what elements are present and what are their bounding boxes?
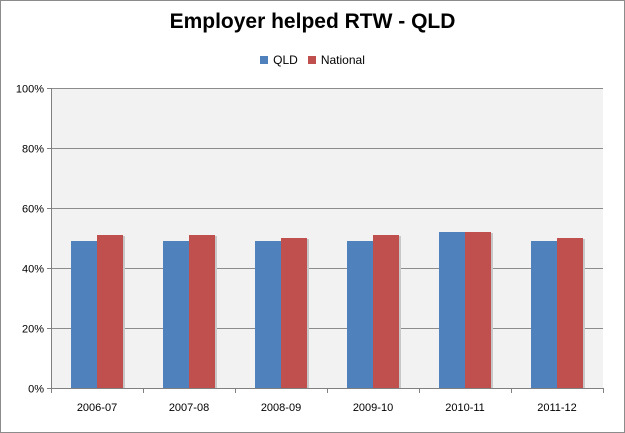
legend: QLD National [0,53,625,67]
legend-label-national: National [320,53,365,67]
plot-area [51,88,603,388]
x-tick-label: 2008-09 [261,402,301,414]
y-tick-label: 100% [16,84,44,96]
bar-national-2009-10 [373,235,399,388]
legend-swatch-national [307,56,316,64]
bar-national-2006-07 [97,235,123,388]
x-tick-label: 2010-11 [445,402,485,414]
bar-national-2010-11 [465,232,491,388]
x-tick-label: 2009-10 [353,402,393,414]
legend-item-national: National [307,53,365,67]
legend-item-qld: QLD [260,53,298,67]
x-tick-label: 2007-08 [169,402,209,414]
bar-qld-2010-11 [439,232,465,388]
y-tick-label: 60% [22,204,44,216]
y-tick-label: 40% [22,264,44,276]
y-tick-label: 80% [22,144,44,156]
bar-national-2008-09 [281,238,307,388]
chart-title: Employer helped RTW - QLD [169,10,456,33]
bar-qld-2006-07 [71,241,97,388]
bar-qld-2011-12 [531,241,557,388]
bar-qld-2007-08 [163,241,189,388]
bar-national-2007-08 [189,235,215,388]
legend-swatch-qld [260,56,269,64]
y-tick-label: 0% [28,384,44,396]
x-tick-label: 2011-12 [537,402,577,414]
bar-qld-2008-09 [255,241,281,388]
y-tick-label: 20% [22,324,44,336]
legend-label-qld: QLD [273,53,298,67]
bar-national-2011-12 [557,238,583,388]
x-tick-label: 2006-07 [77,402,117,414]
bar-qld-2009-10 [347,241,373,388]
